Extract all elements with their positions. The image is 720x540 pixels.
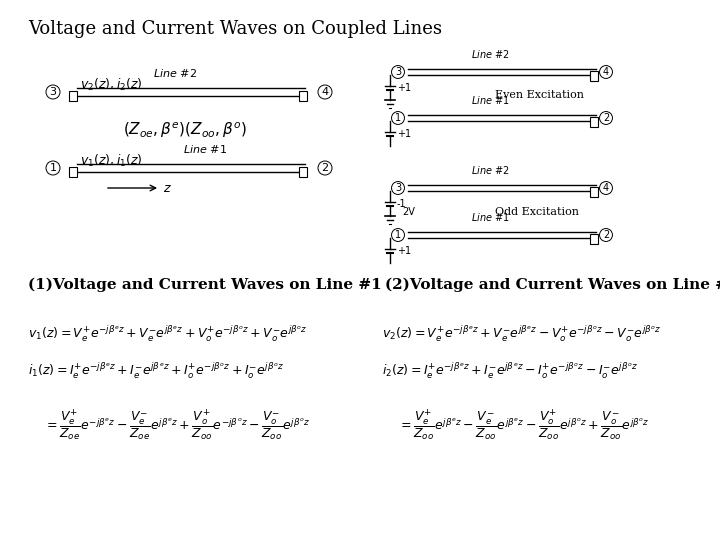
FancyBboxPatch shape bbox=[590, 117, 598, 127]
Text: $v_1(z) = V_e^{+}e^{-j\beta^e z} + V_e^{-}e^{j\beta^e z} + V_o^{+}e^{-j\beta^o z: $v_1(z) = V_e^{+}e^{-j\beta^e z} + V_e^{… bbox=[28, 325, 307, 345]
FancyBboxPatch shape bbox=[69, 91, 77, 101]
Text: 4: 4 bbox=[603, 183, 609, 193]
Text: 2: 2 bbox=[321, 163, 328, 173]
Text: $v_2(z), i_2(z)$: $v_2(z), i_2(z)$ bbox=[80, 77, 143, 93]
Text: (2)Voltage and Current Waves on Line #2: (2)Voltage and Current Waves on Line #2 bbox=[385, 278, 720, 292]
Text: (1)Voltage and Current Waves on Line #1: (1)Voltage and Current Waves on Line #1 bbox=[28, 278, 382, 292]
FancyBboxPatch shape bbox=[69, 167, 77, 177]
Text: Odd Excitation: Odd Excitation bbox=[495, 207, 579, 217]
Text: $Line\ \#1$: $Line\ \#1$ bbox=[183, 143, 227, 155]
Text: 4: 4 bbox=[321, 87, 328, 97]
Text: $z$: $z$ bbox=[163, 181, 172, 194]
Text: $= \dfrac{V_e^{+}}{Z_{oo}}e^{j\beta^e z} - \dfrac{V_e^{-}}{Z_{oo}}e^{j\beta^e z}: $= \dfrac{V_e^{+}}{Z_{oo}}e^{j\beta^e z}… bbox=[398, 408, 649, 442]
FancyBboxPatch shape bbox=[590, 187, 598, 197]
Text: 2V: 2V bbox=[402, 207, 415, 217]
Text: $Line\ \#2$: $Line\ \#2$ bbox=[471, 164, 510, 176]
Text: $Line\ \#1$: $Line\ \#1$ bbox=[471, 94, 510, 106]
FancyBboxPatch shape bbox=[590, 71, 598, 81]
Text: Voltage and Current Waves on Coupled Lines: Voltage and Current Waves on Coupled Lin… bbox=[28, 20, 442, 38]
Text: +1: +1 bbox=[397, 246, 411, 256]
Text: $i_2(z) = I_e^{+}e^{-j\beta^e z} + I_e^{-}e^{j\beta^e z} - I_o^{+}e^{-j\beta^o z: $i_2(z) = I_e^{+}e^{-j\beta^e z} + I_e^{… bbox=[382, 362, 638, 381]
FancyBboxPatch shape bbox=[590, 234, 598, 244]
Text: $\left(Z_{oe},\beta^{e}\right)\left(Z_{oo},\beta^{o}\right)$: $\left(Z_{oe},\beta^{e}\right)\left(Z_{o… bbox=[123, 120, 247, 140]
Text: $= \dfrac{V_e^{+}}{Z_{oe}}e^{-j\beta^e z} - \dfrac{V_e^{-}}{Z_{oe}}e^{j\beta^e z: $= \dfrac{V_e^{+}}{Z_{oe}}e^{-j\beta^e z… bbox=[44, 408, 310, 442]
Text: -1: -1 bbox=[397, 199, 407, 209]
Text: 4: 4 bbox=[603, 67, 609, 77]
Text: $i_1(z) = I_e^{+}e^{-j\beta^e z} + I_e^{-}e^{j\beta^e z} + I_o^{+}e^{-j\beta^o z: $i_1(z) = I_e^{+}e^{-j\beta^e z} + I_e^{… bbox=[28, 362, 284, 381]
Text: 1: 1 bbox=[395, 230, 401, 240]
Text: 3: 3 bbox=[395, 183, 401, 193]
Text: 3: 3 bbox=[395, 67, 401, 77]
Text: 1: 1 bbox=[50, 163, 56, 173]
FancyBboxPatch shape bbox=[299, 91, 307, 101]
Text: 3: 3 bbox=[50, 87, 56, 97]
Text: $Line\ \#2$: $Line\ \#2$ bbox=[471, 48, 510, 60]
Text: 2: 2 bbox=[603, 113, 609, 123]
Text: $Line\ \#1$: $Line\ \#1$ bbox=[471, 211, 510, 223]
Text: Even Excitation: Even Excitation bbox=[495, 90, 584, 100]
Text: 2: 2 bbox=[603, 230, 609, 240]
Text: 1: 1 bbox=[395, 113, 401, 123]
Text: $v_1(z), i_1(z)$: $v_1(z), i_1(z)$ bbox=[80, 153, 143, 169]
FancyBboxPatch shape bbox=[299, 167, 307, 177]
Text: +1: +1 bbox=[397, 83, 411, 93]
Text: $v_2(z) = V_e^{+}e^{-j\beta^e z} + V_e^{-}e^{j\beta^e z} - V_o^{+}e^{-j\beta^o z: $v_2(z) = V_e^{+}e^{-j\beta^e z} + V_e^{… bbox=[382, 325, 662, 345]
Text: +1: +1 bbox=[397, 129, 411, 139]
Text: $Line\ \#2$: $Line\ \#2$ bbox=[153, 67, 197, 79]
